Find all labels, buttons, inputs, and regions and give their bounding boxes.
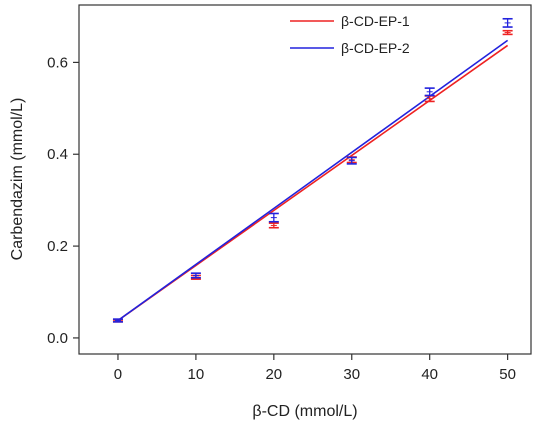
x-tick-label: 30	[343, 366, 360, 383]
y-tick-label: 0.6	[47, 54, 68, 71]
plot-area-frame	[78, 4, 532, 355]
legend-label: β-CD-EP-2	[341, 40, 410, 56]
error-bar-series-1	[502, 29, 513, 36]
x-tick-label: 50	[499, 366, 516, 383]
x-axis-ticks: 0 10 20 30 40 50	[114, 354, 516, 383]
x-tick-label: 40	[421, 366, 438, 383]
error-bars	[112, 17, 513, 323]
error-bar-series-2	[112, 318, 123, 323]
fit-lines	[117, 39, 509, 322]
error-bar-series-2	[346, 156, 357, 165]
y-tick-label: 0.0	[47, 330, 68, 347]
error-bar-series-2	[424, 87, 435, 97]
error-bar-series-1	[268, 222, 279, 229]
legend: β-CD-EP-1 β-CD-EP-2	[290, 13, 410, 56]
y-axis-ticks: 0.0 0.2 0.4 0.6	[47, 54, 79, 347]
y-tick-label: 0.2	[47, 238, 68, 255]
x-axis-label: β-CD (mmol/L)	[252, 403, 357, 420]
x-tick-label: 10	[188, 366, 205, 383]
error-bar-series-2	[190, 272, 201, 279]
error-bar-series-2	[268, 212, 279, 223]
y-tick-label: 0.4	[47, 146, 68, 163]
y-axis-label: Carbendazim (mmol/L)	[9, 98, 26, 261]
fit-line-series-2	[117, 39, 509, 322]
error-bar-series-2	[502, 17, 513, 28]
x-tick-label: 20	[265, 366, 282, 383]
legend-label: β-CD-EP-1	[341, 13, 410, 29]
x-tick-label: 0	[114, 366, 122, 383]
